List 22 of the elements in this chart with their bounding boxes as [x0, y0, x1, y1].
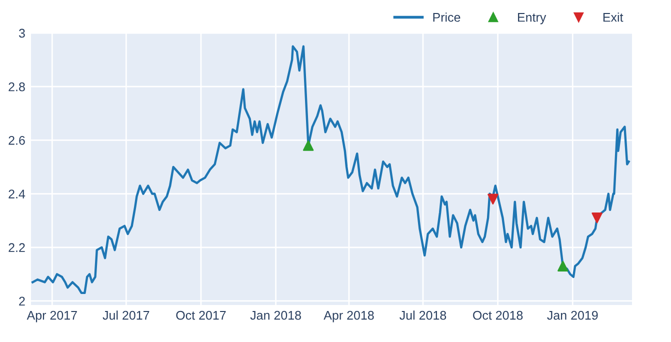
point — [302, 140, 314, 151]
y-tick-label: 2.6 — [8, 136, 25, 145]
y-tick-label: 2 — [19, 296, 25, 306]
x-tick-label: Oct 2017 — [176, 310, 226, 320]
x-tick-label: Oct 2018 — [473, 310, 523, 320]
line-series — [32, 45, 630, 294]
x-tick-label: Apr 2018 — [324, 310, 374, 322]
x-tick-label: Jan 2019 — [547, 310, 598, 320]
y-tick-label: 3 — [18, 28, 25, 38]
x-tick-label: Jan 2018 — [250, 310, 301, 320]
point — [488, 194, 498, 204]
legend-label: Price — [433, 12, 460, 22]
x-tick-label: Jul 2017 — [102, 310, 150, 320]
legend-label: Entry — [518, 13, 546, 24]
x-tick-label: Apr 2017 — [26, 310, 77, 322]
x-tick-label: Jul 2018 — [400, 310, 446, 320]
point — [558, 260, 568, 272]
y-tick-label: 2.2 — [8, 243, 25, 252]
point — [592, 212, 602, 224]
legend-label: Exit — [603, 12, 624, 22]
y-tick-label: 2.8 — [8, 82, 25, 92]
y-tick-label: 2.4 — [8, 190, 26, 198]
